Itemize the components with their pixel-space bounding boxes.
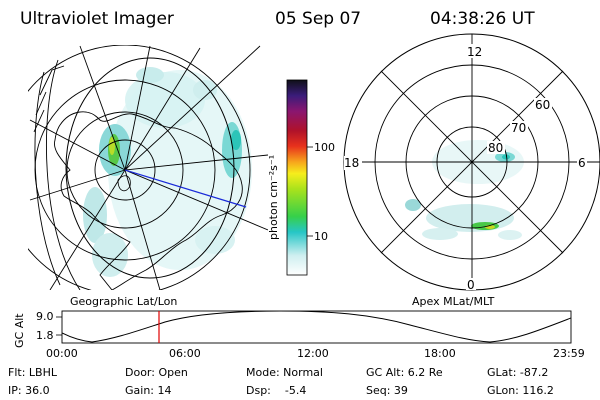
- label-bg: [534, 98, 552, 111]
- sun-direction-line: [124, 169, 247, 208]
- status-mode: Mode: Normal: [246, 366, 323, 379]
- xtick-label: 12:00: [297, 347, 329, 360]
- xtick-label: 23:59: [553, 347, 585, 360]
- xtick-label: 00:00: [46, 347, 78, 360]
- status-gc-alt: GC Alt: 6.2 Re: [366, 366, 443, 379]
- longitude-arc: [46, 59, 81, 290]
- latitude-circle: [28, 45, 251, 290]
- altitude-timeline: 9.0 1.8 GC Alt 00:00 06:00 12:00 18:00 2…: [13, 310, 585, 360]
- app-title: Ultraviolet Imager: [20, 9, 174, 29]
- mlt-label-6: 6: [578, 156, 586, 170]
- ytick-label-top: 9.0: [36, 310, 54, 323]
- status-glat: GLat: -87.2: [487, 366, 548, 379]
- timeline-frame: [61, 310, 572, 344]
- color-scale-bar: [286, 79, 308, 276]
- label-bg: [466, 278, 476, 290]
- xtick-label: 18:00: [424, 347, 456, 360]
- status-filter: Flt: LBHL: [8, 366, 58, 379]
- status-ip: IP: 36.0: [8, 384, 50, 397]
- mlt-label-18: 18: [344, 156, 359, 170]
- status-door: Door: Open: [125, 366, 188, 379]
- ytick-label-bottom: 1.8: [36, 329, 54, 342]
- mlat-label-80: 80: [488, 141, 503, 155]
- geographic-map: [28, 45, 268, 290]
- label-bg: [344, 156, 362, 170]
- latitude-circle: [66, 111, 184, 229]
- status-gain: Gain: 14: [125, 384, 172, 397]
- longitude-arc: [34, 71, 61, 286]
- status-panel: Flt: LBHL Door: Open Mode: Normal GC Alt…: [8, 366, 554, 397]
- left-map-caption: Geographic Lat/Lon: [70, 295, 177, 308]
- status-seq: Seq: 39: [366, 384, 408, 397]
- timeline-ylabel: GC Alt: [13, 313, 26, 348]
- earth-limb: [65, 57, 235, 279]
- colorbar-tick-label: 10: [314, 230, 328, 243]
- latitude-circle: [94, 139, 156, 201]
- status-dsp: Dsp: -5.4: [246, 384, 306, 397]
- colorbar-tick-label: 100: [314, 141, 335, 154]
- right-map-caption: Apex MLat/MLT: [412, 295, 495, 308]
- xtick-label: 06:00: [169, 347, 201, 360]
- auroral-emission-left: [83, 67, 252, 277]
- meridian-lines: [29, 45, 268, 290]
- label-bg: [487, 141, 505, 154]
- mlat-label-60: 60: [535, 98, 550, 112]
- mlt-label-12: 12: [467, 45, 482, 59]
- apex-polar-map: 12 18 6 0 60 70 80: [343, 33, 600, 292]
- time-label: 04:38:26 UT: [430, 9, 535, 29]
- mlat-label-70: 70: [511, 121, 526, 135]
- altitude-curve: [62, 311, 571, 343]
- label-bg: [510, 121, 528, 134]
- status-glon: GLon: 116.2: [487, 384, 554, 397]
- label-bg: [577, 156, 587, 170]
- mlt-label-0: 0: [467, 278, 475, 292]
- date-label: 05 Sep 07: [275, 9, 361, 29]
- coastline: [54, 111, 243, 290]
- colorbar-unit-label: photon cm⁻²s⁻¹: [267, 155, 280, 240]
- mlt-diagonal: [380, 70, 564, 254]
- label-bg: [467, 44, 485, 58]
